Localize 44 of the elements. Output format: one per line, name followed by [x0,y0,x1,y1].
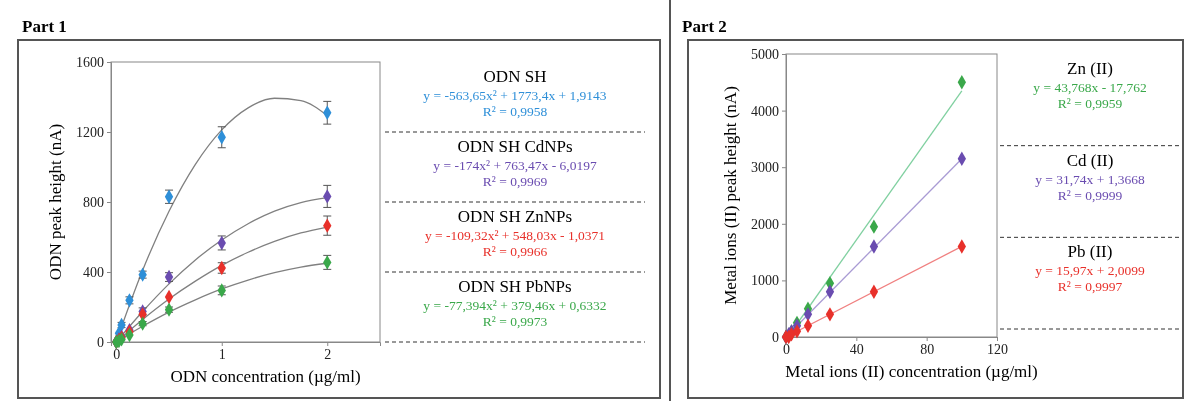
text: ODN SH PbNPs [458,277,572,296]
text: y = 31,74x + 1,3668 [1035,171,1146,187]
chart-title: Part 2 [682,17,727,36]
y-tick-label: 400 [83,264,104,280]
y-tick-label: 3000 [751,160,779,176]
text: R² = 0,9973 [482,314,548,329]
text: Pb (II) [1067,242,1113,262]
text: R² = 0,9999 [1057,187,1123,203]
text: Cd (II) [1066,150,1114,170]
x-tick-label: 2 [324,346,332,362]
y-tick-label: 0 [772,329,779,345]
text: ODN SH ZnNPs [457,207,573,226]
text: ODN SH CdNPs [457,137,573,156]
x-tick-label: 1 [218,346,226,362]
y-tick-label: 4000 [751,103,779,119]
x-tick-label: 0 [783,341,790,357]
x-tick-label: 80 [920,341,935,357]
text: y = -563,65x² + 1773,4x + 1,9143 [423,88,607,103]
chart-title: Part 1 [22,17,67,36]
y-axis-title: ODN peak height (nA) [46,123,65,281]
text: R² = 0,9997 [1057,279,1123,295]
text: Zn (II) [1067,59,1113,78]
text: y = -174x² + 763,47x - 6,0197 [433,158,597,173]
text: ODN SH [483,67,547,86]
y-tick-label: 5000 [751,46,779,62]
y-tick-label: 1200 [76,124,104,140]
text: R² = 0,9958 [482,104,548,119]
text: y = -77,394x² + 379,46x + 0,6332 [423,298,607,313]
text: R² = 0,9966 [482,244,548,259]
x-tick-label: 40 [849,341,864,357]
x-tick-label: 0 [113,346,121,362]
text: y = 15,97x + 2,0099 [1035,263,1146,279]
y-tick-label: 1600 [76,54,104,70]
y-tick-label: 800 [83,194,104,210]
x-tick-label: 120 [987,341,1008,357]
y-axis-title: Metal ions (II) peak height (nA) [721,86,740,305]
x-axis-title: ODN concentration (µg/ml) [170,367,361,386]
text: y = -109,32x² + 548,03x - 1,0371 [424,228,606,243]
text: y = 43,768x - 17,762 [1033,80,1147,95]
x-axis-title: Metal ions (II) concentration (µg/ml) [785,362,1038,381]
y-tick-label: 1000 [751,273,779,289]
y-tick-label: 2000 [751,216,779,232]
text: R² = 0,9959 [1057,96,1123,111]
text: R² = 0,9969 [482,174,548,189]
